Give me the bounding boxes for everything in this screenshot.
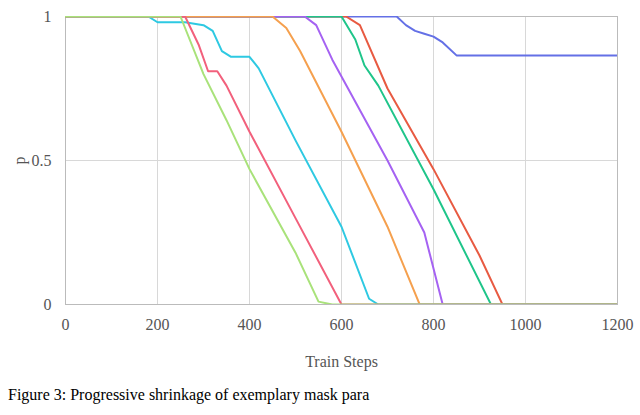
svg-text:p: p	[11, 157, 29, 165]
svg-text:0: 0	[44, 296, 52, 313]
svg-text:200: 200	[146, 316, 170, 333]
svg-text:1000: 1000	[510, 316, 542, 333]
svg-text:Train Steps: Train Steps	[305, 353, 378, 371]
svg-text:1: 1	[44, 8, 52, 25]
svg-text:600: 600	[330, 316, 354, 333]
html-text:Figure 3: Progressive shrinkag: Figure 3: Progressive shrinkage of exemp…	[8, 386, 370, 403]
svg-text:400: 400	[238, 316, 262, 333]
svg-text:800: 800	[422, 316, 446, 333]
svg-text:1200: 1200	[602, 316, 634, 333]
svg-text:0.5: 0.5	[32, 152, 52, 169]
svg-text:0: 0	[62, 316, 70, 333]
